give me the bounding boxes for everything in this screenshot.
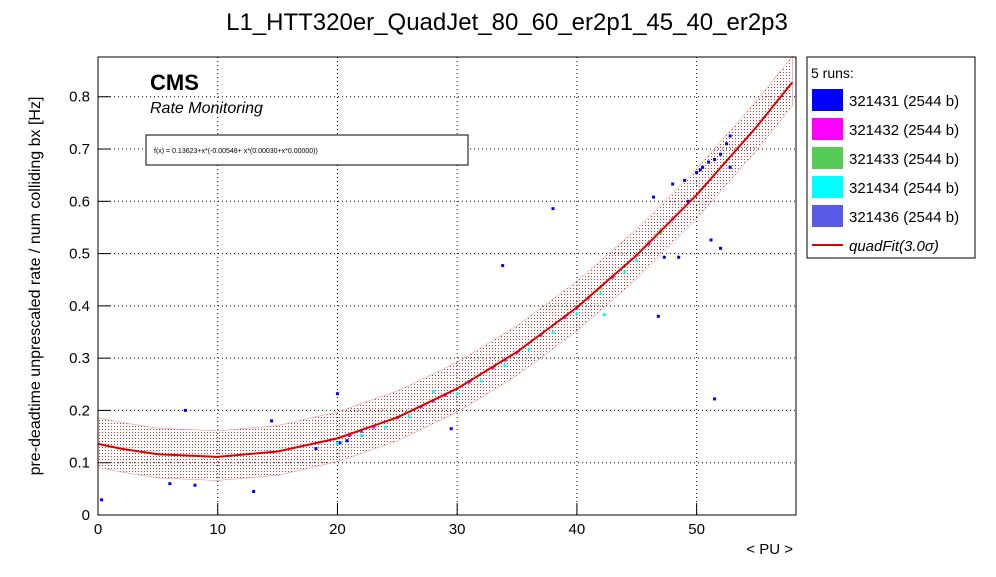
data-point	[728, 165, 732, 169]
y-tick-label: 0.2	[69, 402, 90, 419]
data-point	[183, 408, 187, 412]
y-tick-label: 0	[82, 507, 90, 524]
data-point	[449, 427, 453, 431]
data-point	[455, 392, 459, 396]
plot-frame	[97, 56, 797, 516]
data-point	[503, 364, 507, 368]
y-tick-label: 0.8	[69, 89, 90, 106]
formula-text: f(x) = 0.13623+x*(-0.00548+ x*(0.00030+x…	[154, 148, 318, 155]
data-point	[168, 482, 172, 486]
data-point	[501, 264, 505, 268]
subtitle-label: Rate Monitoring	[150, 100, 263, 117]
data-point	[345, 439, 349, 443]
data-point	[671, 182, 675, 186]
data-point	[359, 434, 363, 438]
data-point	[527, 348, 531, 352]
data-point	[431, 390, 435, 394]
data-point	[407, 415, 411, 419]
legend-swatch	[812, 147, 843, 169]
legend-label: 321433 (2544 b)	[849, 151, 959, 168]
data-point	[335, 441, 339, 445]
legend-label: 321432 (2544 b)	[849, 122, 959, 139]
data-point	[701, 165, 705, 169]
x-tick-label: 0	[94, 521, 102, 538]
data-point	[599, 292, 603, 296]
x-tick-label: 40	[569, 521, 586, 538]
data-point	[599, 286, 603, 290]
data-point	[656, 314, 660, 318]
legend-swatch	[812, 176, 843, 198]
data-point	[719, 152, 723, 156]
data-point	[695, 171, 699, 175]
data-point	[728, 134, 732, 138]
legend-swatch	[812, 89, 843, 111]
fit-band	[97, 55, 793, 481]
y-tick-label: 0.1	[69, 455, 90, 472]
data-point	[479, 379, 483, 383]
data-point	[662, 255, 666, 259]
legend-label: 321434 (2544 b)	[849, 180, 959, 197]
data-point	[371, 425, 375, 429]
data-point	[347, 434, 351, 438]
data-point	[100, 498, 104, 502]
data-point	[551, 207, 555, 211]
x-axis-label: < PU >	[746, 541, 793, 558]
y-tick-label: 0.5	[69, 246, 90, 263]
data-point	[335, 392, 339, 396]
data-point	[252, 489, 256, 493]
data-point	[359, 429, 363, 433]
y-tick-label: 0.3	[69, 350, 90, 367]
legend-label: 321431 (2544 b)	[849, 93, 959, 110]
data-point	[709, 238, 713, 242]
data-point	[551, 331, 555, 335]
data-point	[683, 178, 687, 182]
data-point	[725, 142, 729, 146]
data-point	[314, 447, 318, 451]
data-point	[193, 483, 197, 487]
data-point	[698, 168, 702, 172]
x-tick-label: 30	[449, 521, 466, 538]
data-point	[659, 231, 663, 235]
data-point	[713, 157, 717, 161]
data-point	[270, 419, 274, 423]
data-point	[383, 425, 387, 429]
data-point	[686, 199, 690, 203]
legend-label: quadFit(3.0σ)	[849, 238, 939, 255]
chart-title: L1_HTT320er_QuadJet_80_60_er2p1_45_40_er…	[226, 9, 788, 36]
y-axis-label: pre-deadtime unprescaled rate / num coll…	[27, 97, 44, 476]
data-point	[602, 313, 606, 317]
data-point	[338, 441, 342, 445]
legend-swatch	[812, 205, 843, 227]
data-point	[707, 160, 711, 164]
data-point	[623, 270, 627, 274]
fit-line	[97, 81, 794, 458]
legend-title: 5 runs:	[811, 65, 854, 81]
legend-swatch	[812, 118, 843, 140]
x-tick-label: 20	[329, 521, 346, 538]
x-tick-label: 50	[688, 521, 705, 538]
cms-label: CMS	[150, 70, 199, 95]
data-point	[677, 255, 681, 259]
formula-box	[145, 134, 469, 166]
legend-label: 321436 (2544 b)	[849, 209, 959, 226]
data-point	[635, 259, 639, 263]
data-point	[719, 246, 723, 250]
data-point	[575, 312, 579, 316]
y-tick-label: 0.4	[69, 298, 90, 315]
x-tick-label: 10	[209, 521, 226, 538]
data-point	[713, 397, 717, 401]
y-tick-label: 0.7	[69, 141, 90, 158]
y-tick-label: 0.6	[69, 193, 90, 210]
data-point	[652, 195, 656, 199]
